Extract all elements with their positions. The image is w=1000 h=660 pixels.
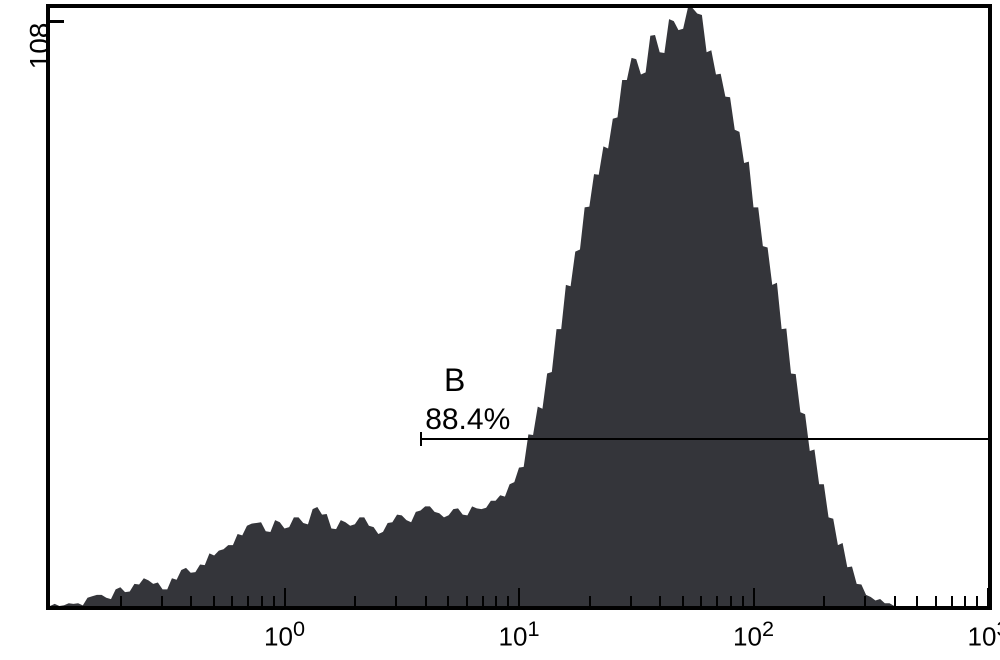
x-tick-mark [716,596,718,606]
x-tick-mark [231,596,233,606]
x-tick-mark [916,596,918,606]
gate-range-line [421,438,988,440]
x-tick-mark [935,596,937,606]
x-tick-mark [161,596,163,606]
x-tick-mark [354,596,356,606]
x-tick-mark [395,596,397,606]
flow-cytometry-histogram-figure: 108 100 101 102 103 B 88.4% [0,0,1000,660]
x-tick-mark [518,588,520,606]
x-tick-mark [987,588,989,606]
y-tick-mark [50,20,64,23]
x-tick-mark [951,596,953,606]
y-tick-label: 108 [24,16,56,76]
x-tick-mark [507,596,509,606]
x-tick-mark [964,596,966,606]
x-tick-mark [425,596,427,606]
x-tick-mark [742,596,744,606]
x-tick-mark [466,596,468,606]
x-tick-mark [273,596,275,606]
gate-percent-label: 88.4% [425,403,510,437]
x-tick-label: 102 [733,616,774,653]
x-tick-mark [864,596,866,606]
plot-frame [46,4,992,610]
x-tick-mark [120,596,122,606]
x-tick-mark [261,596,263,606]
histogram-fill [50,8,988,606]
x-tick-mark [823,596,825,606]
x-tick-label: 101 [499,616,540,653]
x-tick-mark [730,596,732,606]
x-tick-mark [659,596,661,606]
gate-name-label: B [444,362,465,399]
x-tick-mark [589,596,591,606]
x-tick-mark [213,596,215,606]
x-tick-mark [447,596,449,606]
x-tick-mark [284,588,286,606]
x-tick-mark [630,596,632,606]
x-tick-mark [482,596,484,606]
x-tick-label: 103 [968,616,1000,653]
x-tick-mark [753,588,755,606]
x-tick-mark [894,596,896,606]
x-tick-mark [700,596,702,606]
x-tick-mark [682,596,684,606]
x-tick-label: 100 [264,616,305,653]
x-tick-mark [247,596,249,606]
gate-range-endcap [420,432,422,446]
x-tick-mark [976,596,978,606]
x-tick-mark [190,596,192,606]
x-tick-mark [495,596,497,606]
plot-area [50,8,988,606]
